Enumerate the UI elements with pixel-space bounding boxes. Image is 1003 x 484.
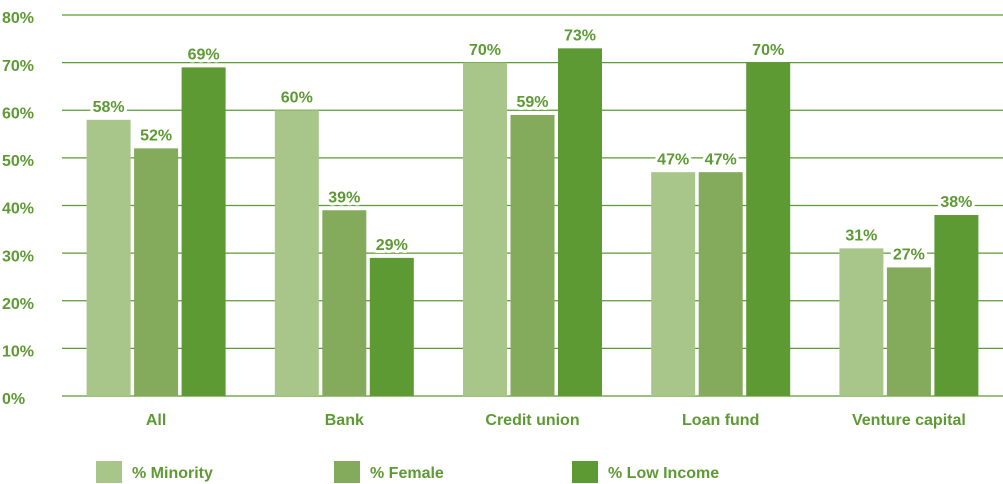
x-tick-label: Bank [325,412,364,429]
data-label: 47% [705,151,737,168]
x-tick-label: All [146,412,166,429]
legend-label: % Female [370,465,444,482]
bar [181,67,226,396]
bar [698,172,743,396]
y-tick-label: 20% [2,296,34,313]
legend-label: % Low Income [608,465,719,482]
data-label: 70% [469,42,501,59]
legend-label: % Minority [132,465,213,482]
bar [274,110,319,396]
bar [463,62,507,396]
data-label: 38% [940,194,972,211]
data-label: 52% [140,128,172,145]
bar [369,257,414,396]
data-label: 31% [845,228,877,245]
bar [651,172,696,396]
y-tick-label: 60% [2,105,34,122]
x-tick-label: Loan fund [682,412,759,429]
legend-swatch [96,461,122,483]
legend-swatch [572,461,598,483]
y-tick-label: 30% [2,248,34,265]
bar [558,48,602,397]
y-tick-label: 50% [2,153,34,170]
bar [86,119,131,397]
data-label: 47% [657,151,689,168]
y-tick-label: 0% [2,391,25,408]
data-label: 39% [328,189,360,206]
data-label: 73% [564,28,596,45]
y-tick-label: 10% [2,344,34,361]
y-tick-label: 70% [2,58,34,75]
y-tick-label: 40% [2,201,34,218]
data-label: 69% [188,47,220,64]
data-label: 58% [93,99,125,116]
bar [134,148,179,396]
bar [746,62,791,396]
x-tick-label: Venture capital [852,412,966,429]
data-label: 59% [516,94,548,111]
bar [839,248,884,396]
data-label: 27% [893,247,925,264]
data-label: 70% [752,42,784,59]
y-tick-label: 80% [2,10,34,27]
legend-swatch [334,461,360,483]
bar [886,267,931,396]
data-label: 29% [376,237,408,254]
x-tick-label: Credit union [485,412,579,429]
bar [510,115,555,396]
bar [322,210,367,396]
data-label: 60% [281,89,313,106]
bar [934,215,979,396]
